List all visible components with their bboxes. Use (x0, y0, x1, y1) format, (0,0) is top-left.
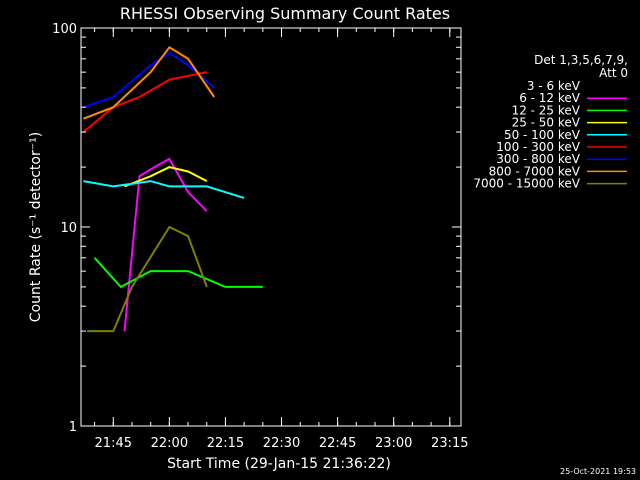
y-axis: 1 10 100 (52, 22, 461, 435)
chart-title: RHESSI Observing Summary Count Rates (120, 4, 450, 23)
y-tick-label: 10 (60, 221, 77, 236)
x-axis-label: Start Time (29-Jan-15 21:36:22) (167, 456, 391, 472)
series-layer (82, 45, 263, 427)
legend-label: 50 - 100 keV (504, 128, 581, 142)
legend-label: 7000 - 15000 keV (473, 177, 580, 191)
series-line-1 (123, 157, 208, 332)
legend-label: 300 - 800 keV (496, 152, 580, 166)
series-line-2 (93, 257, 263, 289)
legend-label: 100 - 300 keV (496, 140, 580, 154)
x-tick-label: 22:00 (151, 436, 188, 451)
x-axis: 21:45 22:00 22:15 22:30 22:45 23:00 23:15 (94, 28, 469, 451)
legend-header-2: Att 0 (599, 66, 628, 80)
x-tick-label: 21:45 (95, 436, 132, 451)
legend-label: 12 - 25 keV (512, 103, 581, 117)
legend-header-1: Det 1,3,5,6,7,9, (534, 53, 628, 67)
y-tick-label: 100 (52, 22, 77, 37)
x-tick-label: 23:15 (431, 436, 468, 451)
y-tick-label: 1 (69, 420, 77, 435)
x-tick-label: 22:30 (263, 436, 300, 451)
legend-label: 6 - 12 keV (519, 91, 581, 105)
series-line-7 (83, 45, 216, 120)
legend-label: 25 - 50 keV (512, 116, 581, 130)
x-tick-label: 22:15 (207, 436, 244, 451)
y-axis-label: Count Rate (s⁻¹ detector⁻¹) (28, 132, 44, 322)
series-line-5 (82, 71, 207, 133)
legend-label: 800 - 7000 keV (489, 164, 581, 178)
series-line-8 (87, 225, 208, 333)
x-tick-label: 22:45 (319, 436, 356, 451)
footer-timestamp: 25-Oct-2021 19:53 (560, 467, 636, 476)
legend-label: 3 - 6 keV (527, 79, 581, 93)
series-line-4 (83, 180, 245, 199)
x-tick-label: 23:00 (375, 436, 412, 451)
series-line-3 (124, 166, 208, 188)
